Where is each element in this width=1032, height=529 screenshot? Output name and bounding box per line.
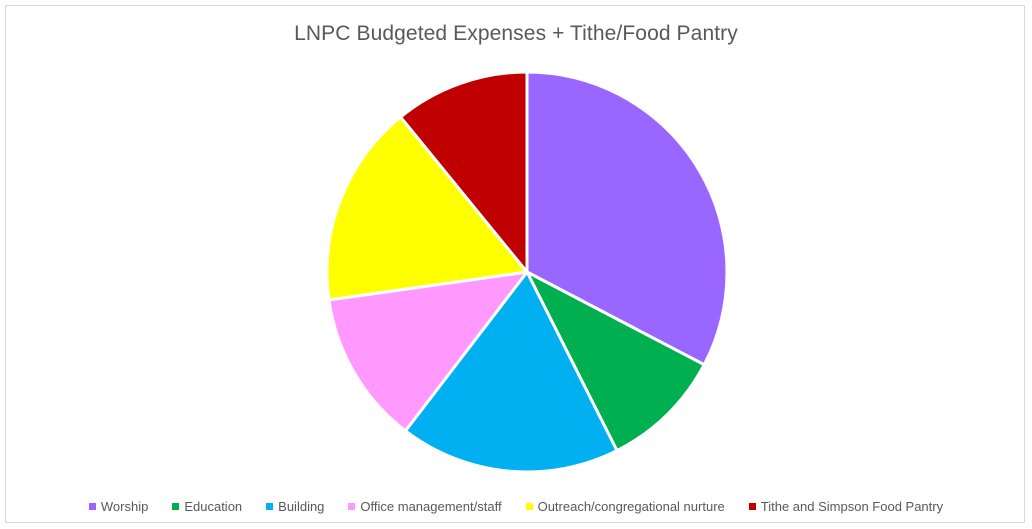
legend-item: Outreach/congregational nurture <box>525 499 725 514</box>
legend-label: Worship <box>100 499 149 514</box>
chart-legend: Worship Education Building Office managemen… <box>0 499 1032 514</box>
chart-title: LNPC Budgeted Expenses + Tithe/Food Pant… <box>294 22 738 45</box>
pie-slice-worship <box>525 70 729 367</box>
legend-label: Office management/staff <box>360 499 502 514</box>
legend-swatch <box>748 503 756 510</box>
legend-swatch <box>88 503 96 510</box>
legend-item: Worship <box>88 499 149 514</box>
pie-slice-education <box>525 270 706 453</box>
legend-item: Building <box>266 499 324 514</box>
legend-item: Education <box>172 499 242 514</box>
legend-swatch <box>348 503 356 510</box>
pie-slice-office-management-staff <box>327 270 529 433</box>
legend-swatch <box>266 503 274 510</box>
legend-item: Office management/staff <box>348 499 502 514</box>
pie-slice-building <box>403 270 619 474</box>
legend-label: Outreach/congregational nurture <box>537 499 725 514</box>
legend-label: Tithe and Simpson Food Pantry <box>760 499 944 514</box>
legend-swatch <box>525 503 533 510</box>
legend-label: Building <box>278 499 325 514</box>
pie-slice-tithe-and-simpson-food-pantry <box>399 70 529 274</box>
legend-label: Education <box>184 499 243 514</box>
legend-swatch <box>172 503 180 510</box>
legend-item: Tithe and Simpson Food Pantry <box>748 499 944 514</box>
pie-slice-outreach-congregational-nurture <box>325 115 529 302</box>
